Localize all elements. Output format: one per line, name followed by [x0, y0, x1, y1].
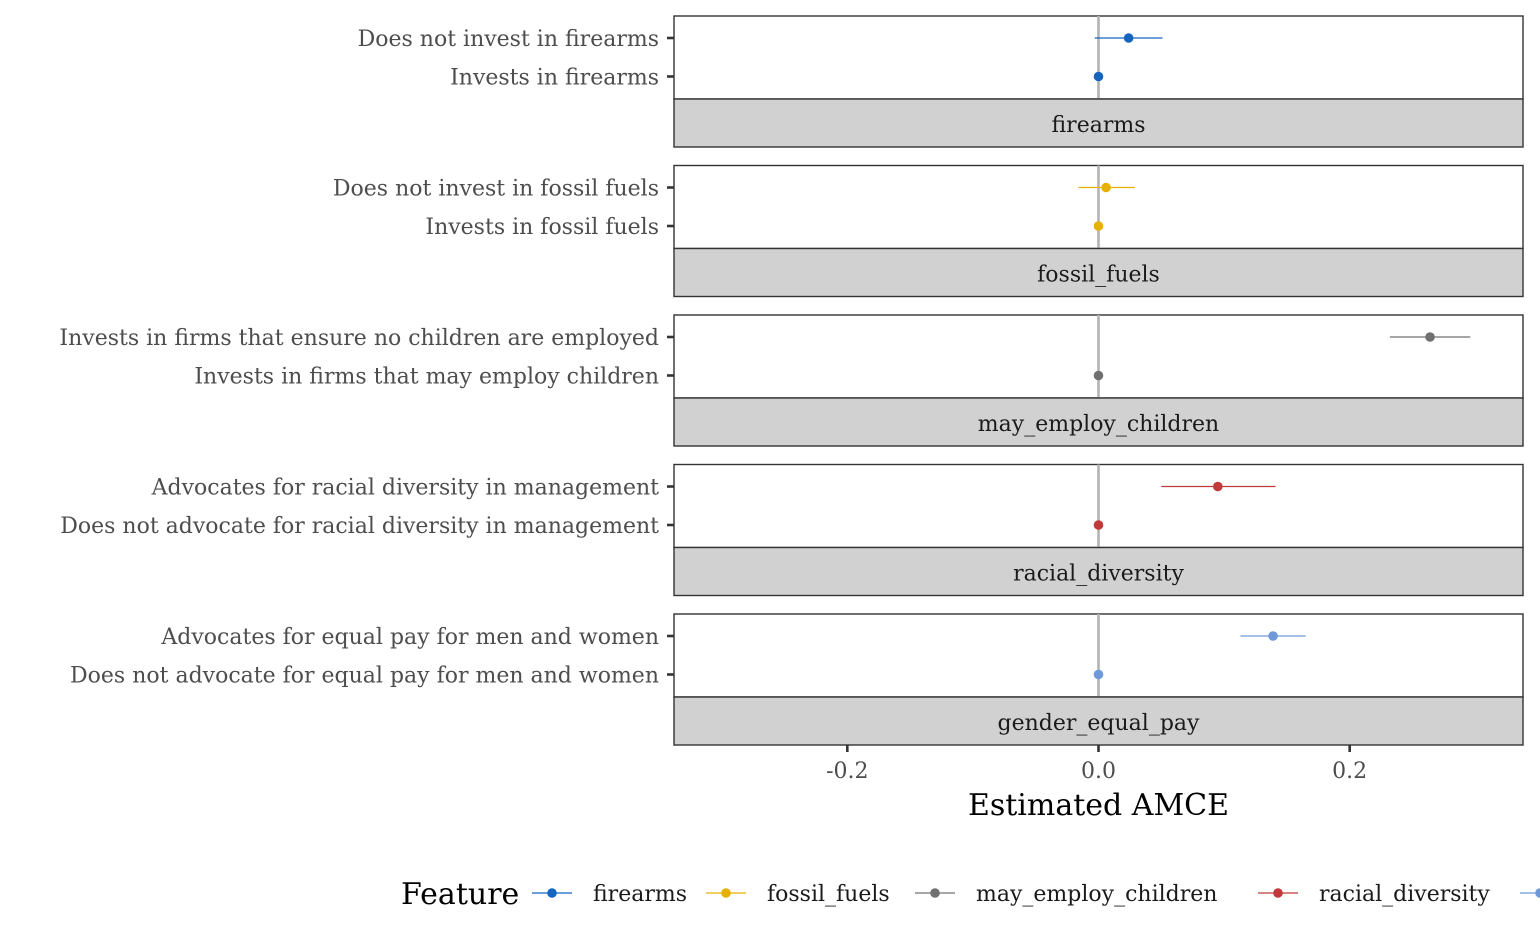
legend-item-may_employ_children: may_employ_children: [915, 882, 1217, 907]
estimate-point: [1093, 520, 1104, 530]
legend: Feature firearms fossil_fuels may_employ_ch…: [401, 877, 1540, 912]
legend-key-point: [1535, 888, 1540, 898]
panel-racial_diversity: racial_diversity Advocates for racial div…: [60, 463, 1524, 597]
y-tick-label: Invests in firms that may employ childre…: [194, 365, 659, 390]
y-tick-label: Invests in firms that ensure no children…: [59, 326, 659, 351]
estimate-point: [1093, 221, 1104, 231]
facet-strip: [673, 247, 1524, 298]
legend-key-point: [930, 888, 940, 898]
estimate-point: [1093, 669, 1104, 680]
legend-key-point: [1273, 888, 1283, 898]
facet-strip: [673, 397, 1524, 447]
facet-strip: [673, 546, 1524, 597]
legend-label: may_employ_children: [976, 882, 1217, 907]
facet-strip-label: gender_equal_pay: [998, 711, 1201, 736]
facet-strip-label: racial_diversity: [1013, 562, 1184, 587]
x-tick-label: -0.2: [826, 759, 868, 784]
legend-label: racial_diversity: [1319, 882, 1490, 907]
estimate-point: [1425, 332, 1435, 342]
legend-label: firearms: [593, 882, 687, 907]
panel-firearms: firearms Does not invest in firearms Inves…: [358, 15, 1524, 148]
legend-key-point: [721, 888, 731, 898]
legend-item-firearms: firearms: [532, 882, 687, 907]
x-tick-label: 0.0: [1081, 759, 1116, 784]
y-tick-label: Advocates for racial diversity in manage…: [151, 476, 660, 501]
estimate-point: [1213, 481, 1223, 492]
x-tick-label: 0.2: [1332, 759, 1367, 784]
estimate-point: [1268, 631, 1278, 641]
y-tick-label: Invests in fossil fuels: [425, 215, 659, 240]
facet-strip: [673, 98, 1524, 148]
panel-may_employ_children: may_employ_children Invests in firms that…: [59, 314, 1524, 447]
facet-strip-label: firearms: [1052, 113, 1146, 138]
y-tick-label: Does not advocate for racial diversity i…: [60, 514, 659, 539]
panel-fossil_fuels: fossil_fuels Does not invest in fossil fu…: [333, 164, 1524, 298]
legend-item-fossil_fuels: fossil_fuels: [706, 882, 890, 907]
legend-key-point: [547, 888, 557, 898]
y-tick-label: Advocates for equal pay for men and wome…: [160, 625, 659, 650]
estimate-point: [1101, 182, 1111, 193]
y-tick-label: Invests in firearms: [450, 66, 659, 91]
facet-strip-label: fossil_fuels: [1037, 263, 1160, 288]
x-axis: -0.2 0.0 0.2 Estimated AMCE: [826, 745, 1367, 823]
estimate-point: [1093, 71, 1104, 82]
legend-item-racial_diversity: racial_diversity: [1258, 882, 1490, 907]
legend-label: fossil_fuels: [767, 882, 890, 907]
x-axis-title: Estimated AMCE: [968, 788, 1229, 823]
y-tick-label: Does not invest in firearms: [358, 27, 659, 52]
legend-title: Feature: [401, 877, 519, 912]
legend-item-gender_equal_pay: gender_equal_pay: [1520, 888, 1540, 898]
panel-gender_equal_pay: gender_equal_pay Advocates for equal pay …: [70, 613, 1524, 746]
y-tick-label: Does not advocate for equal pay for men …: [70, 664, 659, 689]
estimate-point: [1123, 33, 1134, 43]
estimate-point: [1093, 370, 1104, 381]
facet-strip-label: may_employ_children: [978, 412, 1219, 437]
y-tick-label: Does not invest in fossil fuels: [333, 177, 659, 202]
